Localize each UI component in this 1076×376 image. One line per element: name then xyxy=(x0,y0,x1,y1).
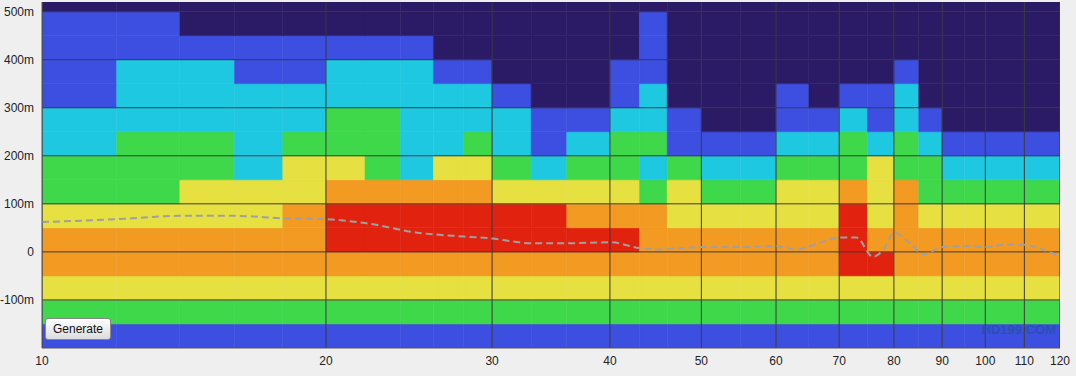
svg-text:70: 70 xyxy=(833,354,847,368)
svg-text:-100m: -100m xyxy=(0,293,34,307)
svg-text:90: 90 xyxy=(935,354,949,368)
svg-text:40: 40 xyxy=(603,354,617,368)
svg-text:80: 80 xyxy=(887,354,901,368)
svg-text:110: 110 xyxy=(1015,354,1034,368)
svg-text:100: 100 xyxy=(975,354,995,368)
svg-text:30: 30 xyxy=(485,354,499,368)
svg-text:100m: 100m xyxy=(4,197,34,211)
svg-text:60: 60 xyxy=(769,354,783,368)
svg-text:400m: 400m xyxy=(4,53,34,67)
svg-text:10: 10 xyxy=(35,354,49,368)
svg-text:50: 50 xyxy=(695,354,709,368)
html-text:Generate: Generate xyxy=(53,322,103,336)
svg-text:20: 20 xyxy=(319,354,333,368)
svg-text:200m: 200m xyxy=(4,149,34,163)
svg-text:300m: 300m xyxy=(4,101,34,115)
html-text:HD199.COM: HD199.COM xyxy=(981,322,1056,337)
svg-text:0: 0 xyxy=(27,245,34,259)
svg-text:500m: 500m xyxy=(4,5,34,19)
svg-text:120: 120 xyxy=(1050,354,1070,368)
